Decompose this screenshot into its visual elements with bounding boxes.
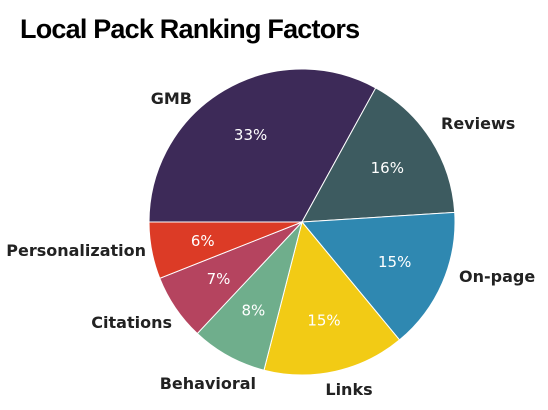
pie-slice-on-page bbox=[300, 211, 456, 341]
category-label-gmb: GMB bbox=[151, 89, 192, 108]
chart-title: Local Pack Ranking Factors bbox=[20, 14, 360, 44]
category-label-citations: Citations bbox=[91, 313, 172, 332]
percent-label-citations: 7% bbox=[207, 270, 231, 288]
category-label-personalization: Personalization bbox=[6, 241, 146, 260]
category-label-behavioral: Behavioral bbox=[160, 374, 256, 393]
category-label-reviews: Reviews bbox=[441, 114, 515, 133]
pie-slices bbox=[148, 68, 456, 376]
category-label-links: Links bbox=[325, 380, 372, 399]
pie-slice-links bbox=[263, 220, 401, 376]
percent-label-links: 15% bbox=[307, 312, 340, 330]
category-labels: GMB Reviews On-page Links Behavioral Citation… bbox=[6, 89, 535, 399]
percent-label-personalization: 6% bbox=[191, 232, 215, 250]
percent-label-behavioral: 8% bbox=[242, 302, 266, 320]
percentage-labels: 33% 16% 15% 15% 8% 7% 6% bbox=[191, 126, 411, 329]
pie-slice-reviews bbox=[301, 87, 456, 223]
percent-label-reviews: 16% bbox=[371, 159, 404, 177]
percent-label-gmb: 33% bbox=[234, 126, 267, 144]
percent-label-on-page: 15% bbox=[378, 253, 411, 271]
category-label-on-page: On-page bbox=[459, 267, 535, 286]
pie-slice-gmb bbox=[148, 68, 377, 223]
pie-slice-personalization bbox=[148, 221, 303, 279]
